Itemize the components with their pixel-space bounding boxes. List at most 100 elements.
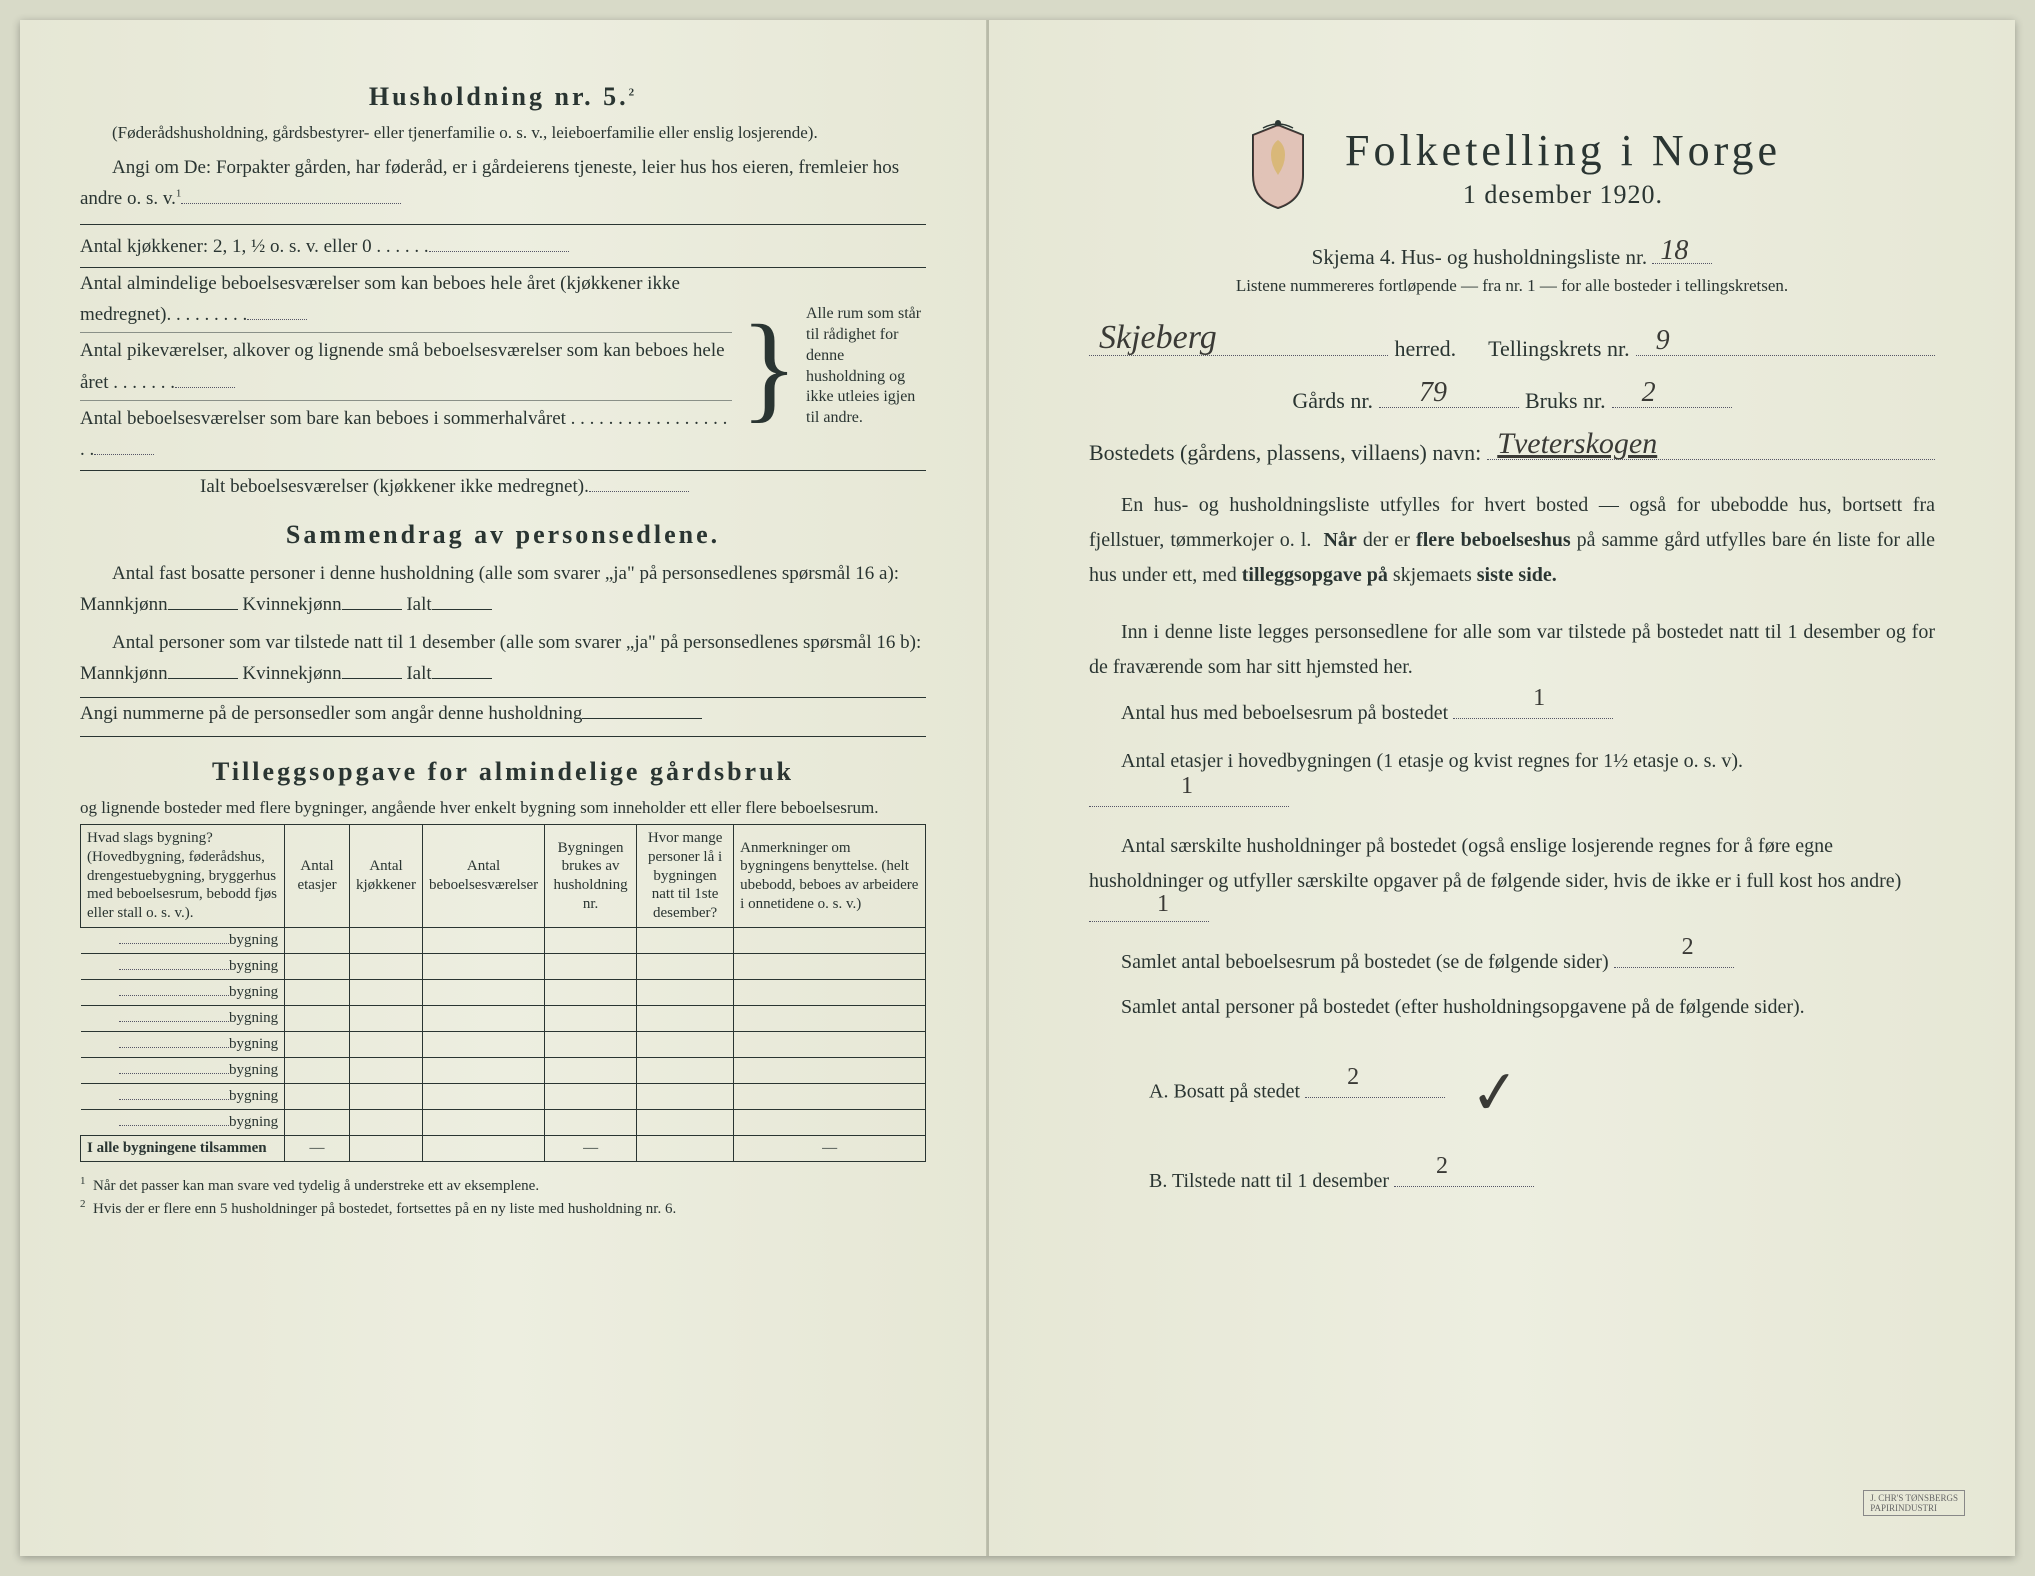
numbering-note: Listene nummereres fortløpende — fra nr.… (1089, 276, 1935, 296)
skjema-nr-hw: 18 (1660, 235, 1688, 267)
kitchen-line: Antal kjøkkener: 2, 1, ½ o. s. v. eller … (80, 231, 926, 262)
p1-bold-tillegg: tilleggsopgave på (1242, 564, 1388, 586)
bosted-hw: Tveterskogen (1497, 427, 1657, 461)
herred-row: Skjeberg herred. Tellingskrets nr. 9 (1089, 336, 1935, 362)
sd2a: Antal personer som var tilstede natt til… (80, 632, 921, 684)
th-4: Antal beboelsesværelser (422, 825, 544, 928)
fn1-text: Når det passer kan man svare ved tydelig… (93, 1178, 539, 1194)
summary-line-1: Antal fast bosatte personer i denne hush… (80, 558, 926, 621)
room1-text: Antal almindelige beboelsesværelser som … (80, 273, 680, 325)
checkmark-icon: ✓ (1465, 1031, 1526, 1155)
tellingskrets-hw: 9 (1656, 325, 1670, 357)
tillegg-heading: Tilleggsopgave for almindelige gårdsbruk (80, 757, 926, 787)
footer-label: I alle bygningene tilsammen (81, 1135, 285, 1161)
qB-hw: 2 (1436, 1142, 1448, 1190)
printer-stamp: J. CHR'S TØNSBERGSPAPIRINDUSTRI (1863, 1490, 1965, 1516)
q3-label: Antal særskilte husholdninger på bostede… (1089, 835, 1901, 892)
room-line-3: Antal beboelsesværelser som bare kan beb… (80, 403, 732, 466)
herred-hw: Skjeberg (1099, 319, 1217, 357)
table-row: bygning (81, 953, 926, 979)
fn2-text: Hvis der er flere enn 5 husholdninger på… (93, 1201, 676, 1217)
table-row: bygning (81, 927, 926, 953)
table-row: bygning (81, 1005, 926, 1031)
sub2-sup: 1 (176, 188, 182, 200)
table-row: bygning (81, 1109, 926, 1135)
th-3: Antal kjøkkener (349, 825, 422, 928)
q5-row: Samlet antal personer på bostedet (efter… (1089, 990, 1935, 1025)
kitchen-text: Antal kjøkkener: 2, 1, ½ o. s. v. eller … (80, 236, 429, 257)
bruks-hw: 2 (1642, 377, 1656, 409)
q2-row: Antal etasjer i hovedbygningen (1 etasje… (1089, 741, 1935, 821)
sd-ialt2: Ialt (406, 663, 431, 684)
dash: — (285, 1135, 350, 1161)
q2-label: Antal etasjer i hovedbygningen (1 etasje… (1121, 750, 1743, 772)
paragraph-1: En hus- og husholdningsliste utfylles fo… (1089, 488, 1935, 593)
gards-label: Gårds nr. (1292, 388, 1373, 414)
bruks-label: Bruks nr. (1525, 388, 1606, 414)
skjema-label: Skjema 4. Hus- og husholdningsliste nr. (1312, 245, 1647, 269)
q1-row: Antal hus med beboelsesrum på bostedet 1 (1089, 693, 1935, 733)
table-row: bygning (81, 1057, 926, 1083)
q4-row: Samlet antal beboelsesrum på bostedet (s… (1089, 942, 1935, 982)
th-5: Bygningen brukes av husholdning nr. (545, 825, 637, 928)
right-page: Folketelling i Norge 1 desember 1920. Sk… (989, 20, 2015, 1556)
footnote-1: 1 Når det passer kan man svare ved tydel… (80, 1174, 926, 1197)
title-row: Folketelling i Norge 1 desember 1920. (1089, 120, 1935, 215)
footnote-2: 2 Hvis der er flere enn 5 husholdninger … (80, 1197, 926, 1220)
gards-hw: 79 (1419, 377, 1447, 409)
brace-note: Alle rum som står til rådighet for denne… (806, 304, 926, 429)
th-1: Hvad slags bygning? (Hovedbygning, føder… (81, 825, 285, 928)
room-line-2: Antal pikeværelser, alkover og lignende … (80, 335, 732, 398)
ialt-line: Ialt beboelsesværelser (kjøkkener ikke m… (80, 471, 926, 502)
q3-hw: 1 (1125, 883, 1169, 925)
th-2: Antal etasjer (285, 825, 350, 928)
q4-hw: 2 (1650, 923, 1694, 971)
coat-of-arms-icon (1243, 120, 1313, 215)
main-title: Folketelling i Norge (1345, 125, 1781, 176)
document-spread: Husholdning nr. 5.2 (Føderådshusholdning… (20, 20, 2015, 1556)
bosted-row: Bostedets (gårdens, plassens, villaens) … (1089, 440, 1935, 466)
rooms-block: Antal almindelige beboelsesværelser som … (80, 268, 926, 466)
qA-label: A. Bosatt på stedet (1149, 1081, 1300, 1103)
footnotes: 1 Når det passer kan man svare ved tydel… (80, 1174, 926, 1220)
table-header-row: Hvad slags bygning? (Hovedbygning, føder… (81, 825, 926, 928)
subtitle-date: 1 desember 1920. (1345, 180, 1781, 210)
ialt-text: Ialt beboelsesværelser (kjøkkener ikke m… (200, 476, 589, 497)
sd1a: Antal fast bosatte personer i denne hush… (80, 563, 899, 615)
tellingskrets-label: Tellingskrets nr. (1488, 336, 1629, 362)
tillegg-sub: og lignende bosteder med flere bygninger… (80, 795, 926, 821)
summary-heading: Sammendrag av personsedlene. (80, 520, 926, 550)
heading-text: Husholdning nr. 5. (369, 82, 629, 111)
heading-sup: 2 (629, 86, 638, 98)
sd-kv2: Kvinnekjønn (242, 663, 341, 684)
qB-row: B. Tilstede natt til 1 desember 2 (1089, 1161, 1935, 1201)
p1-bold-flere: flere beboelseshus (1416, 529, 1571, 551)
q4-label: Samlet antal beboelsesrum på bostedet (s… (1121, 951, 1609, 973)
qA-row: A. Bosatt på stedet 2 ✓ (1089, 1033, 1935, 1153)
table-row: bygning (81, 979, 926, 1005)
p1-bold-siste: siste side. (1477, 564, 1557, 586)
th-7: Anmerkninger om bygningens benyttelse. (… (734, 825, 926, 928)
sd-kv1: Kvinnekjønn (242, 594, 341, 615)
table-row: bygning (81, 1083, 926, 1109)
q1-hw: 1 (1501, 674, 1545, 722)
room2-text: Antal pikeværelser, alkover og lignende … (80, 340, 725, 392)
sub-note-1: (Føderådshusholdning, gårdsbestyrer- ell… (80, 120, 926, 146)
room-line-1: Antal almindelige beboelsesværelser som … (80, 268, 732, 331)
summary-line-3: Angi nummerne på de personsedler som ang… (80, 698, 926, 729)
skjema-line: Skjema 4. Hus- og husholdningsliste nr. … (1089, 245, 1935, 270)
dash: — (545, 1135, 637, 1161)
qB-label: B. Tilstede natt til 1 desember (1149, 1170, 1389, 1192)
bosted-label: Bostedets (gårdens, plassens, villaens) … (1089, 440, 1481, 466)
sub-note-2: Angi om De: Forpakter gården, har føderå… (80, 152, 926, 215)
sub2-text: Angi om De: Forpakter gården, har føderå… (80, 157, 899, 209)
p1-bold-nar: Når (1323, 529, 1356, 551)
herred-label: herred. (1394, 336, 1456, 362)
room3-text: Antal beboelsesværelser som bare kan beb… (80, 408, 727, 460)
table-footer-row: I alle bygningene tilsammen — — — (81, 1135, 926, 1161)
summary-line-2: Antal personer som var tilstede natt til… (80, 627, 926, 690)
brace-icon: } (740, 313, 798, 421)
left-page: Husholdning nr. 5.2 (Føderådshusholdning… (20, 20, 987, 1556)
sd3: Angi nummerne på de personsedler som ang… (80, 703, 582, 724)
th-6: Hvor mange personer lå i bygningen natt … (637, 825, 734, 928)
